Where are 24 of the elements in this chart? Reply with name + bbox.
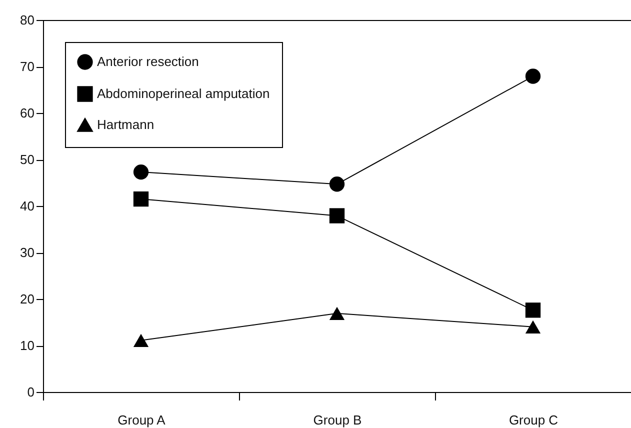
point [133,164,149,180]
x-tick-label: Group A [118,412,166,428]
point [525,302,541,318]
point [133,191,149,207]
y-tick-label: 20 [20,292,34,306]
y-tick-label: 40 [20,198,34,214]
y-tick-label: 10 [20,338,34,353]
point [525,320,541,334]
y-tick-label: 60 [20,106,34,120]
legend-label: Hartmann [97,117,154,132]
legend-label: Abdominoperineal amputation [97,86,270,101]
point [329,306,345,320]
legend-label: Anterior resection [97,54,199,69]
y-tick-label: 70 [20,59,34,74]
y-tick-label: 50 [20,152,34,167]
y-tick-label: 80 [20,12,34,28]
y-tick-label: 30 [20,245,34,260]
x-tick-label: Group B [313,412,362,428]
x-tick-label: Group C [508,412,558,428]
point [329,208,345,224]
y-tick-label: 0 [27,384,34,400]
point [525,68,541,84]
point [133,334,149,347]
point [329,176,345,192]
